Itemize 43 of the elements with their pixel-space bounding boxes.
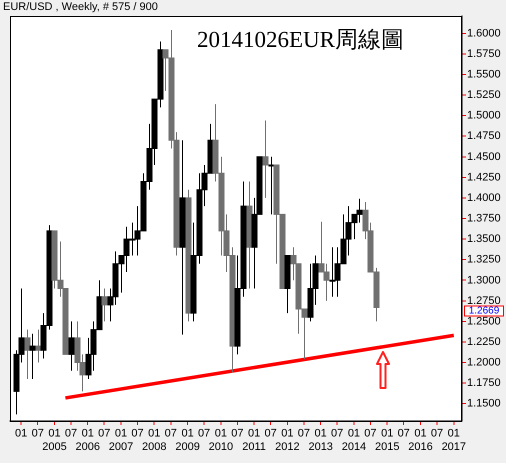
y-tick-label: 1.2000 — [467, 356, 501, 369]
x-tick-label: 07 — [131, 428, 144, 440]
y-tick-label: 1.6000 — [467, 27, 501, 40]
text: 20141026EUR周線圖 — [197, 26, 404, 54]
x-tick-label: 01 2006 — [75, 428, 100, 453]
x-tick-label: 07 — [364, 428, 377, 440]
x-tick-label: 07 — [32, 428, 44, 440]
x-tick-label: 07 — [64, 428, 78, 440]
x-tick-label: 07 — [398, 428, 410, 440]
x-tick-label: 01 2013 — [308, 428, 333, 453]
y-tick-label: 1.5500 — [467, 68, 501, 80]
y-tick-label: 1.4500 — [467, 150, 501, 163]
x-tick-label: 01 2008 — [142, 428, 166, 453]
y-tick-label: 1.3750 — [467, 212, 501, 225]
x-tick-label: 01 2017 — [442, 428, 466, 453]
y-tick-label: 1.2250 — [467, 336, 501, 348]
x-tick-label: 01 — [14, 428, 28, 440]
y-tick-label: 1.3000 — [467, 274, 501, 286]
y-tick-label: 1.5750 — [467, 48, 501, 60]
x-tick-label: 07 — [331, 428, 344, 440]
y-tick-label: 1.2500 — [467, 315, 501, 328]
y-tick-label: 1.3500 — [467, 233, 501, 246]
x-tick-label: 07 — [264, 428, 277, 440]
y-tick-label: 1.3250 — [467, 254, 501, 266]
x-tick-label: 01 2011 — [242, 428, 266, 453]
y-tick-label: 1.5250 — [467, 89, 501, 102]
x-tick-label: 07 — [164, 428, 177, 440]
x-tick-label: 01 2015 — [374, 428, 400, 453]
y-tick-label: 1.2750 — [467, 294, 501, 307]
y-tick-label: 1.4750 — [467, 130, 501, 142]
x-tick-label: 07 — [231, 428, 244, 440]
chart-subtitle: EUR/USD , Weekly, # 575 / 900 — [3, 1, 158, 13]
text: 1.2669 — [468, 306, 500, 317]
y-tick-label: 1.1500 — [467, 398, 501, 410]
x-tick-label: 01 2009 — [175, 428, 200, 453]
y-tick-label: 1.4000 — [467, 192, 501, 204]
y-tick-label: 1.5000 — [467, 110, 501, 122]
x-tick-label: 07 — [98, 428, 110, 440]
y-tick-label: 1.1750 — [467, 377, 501, 390]
y-tick-label: 1.4250 — [467, 171, 501, 184]
x-tick-label: 07 — [298, 428, 310, 440]
x-tick-label: 07 — [198, 428, 210, 440]
x-tick-label: 07 — [430, 428, 444, 440]
